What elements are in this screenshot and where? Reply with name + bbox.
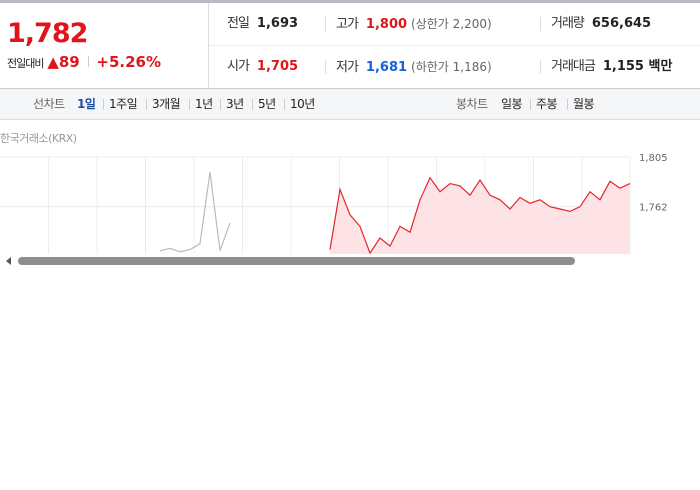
period-tab[interactable]: 1주일 [109, 97, 138, 111]
tab-divider [252, 99, 253, 110]
data-source: 한국거래소(KRX) [0, 132, 77, 145]
summary-value: 1,155 백만 [602, 59, 673, 74]
change-label: 전일대비 [7, 57, 44, 70]
candle-tab[interactable]: 월봉 [573, 97, 595, 111]
candle-tab[interactable]: 일봉 [501, 97, 523, 111]
tab-divider [530, 99, 531, 110]
summary-value: 1,693 [256, 16, 299, 31]
summary-grid: 전일 1,693 고가 1,800 (상한가 2,200) 거래량 656,645 시가 1,7… [209, 3, 700, 89]
summary-note: (상한가 2,200) [411, 17, 492, 31]
change-rate: +5.26% [96, 53, 161, 71]
tab-divider [567, 99, 568, 110]
col-divider [325, 60, 326, 74]
summary-cell: 저가 1,681 (하한가 1,186) [336, 46, 492, 88]
summary-label: 전일 [227, 16, 250, 31]
price-line [329, 176, 631, 254]
period-tab[interactable]: 5년 [258, 97, 276, 111]
tab-divider [189, 99, 190, 110]
scroll-left-arrow[interactable] [6, 257, 11, 265]
divider [87, 56, 89, 67]
tab-divider [103, 99, 104, 110]
summary-cell: 거래량 656,645 [551, 3, 651, 45]
summary-value: 1,681 [365, 60, 408, 75]
tab-divider [146, 99, 147, 110]
tab-divider [220, 99, 221, 110]
summary-cell: 전일 1,693 [227, 3, 298, 45]
col-divider [540, 60, 541, 74]
up-arrow: ▲ [47, 53, 59, 71]
y-tick-label: 1,805 [639, 153, 668, 164]
summary-value: 656,645 [591, 16, 652, 31]
summary-note: (하한가 1,186) [411, 60, 492, 74]
top-border [0, 0, 700, 3]
summary-label: 시가 [227, 59, 250, 74]
period-tab[interactable]: 1일 [77, 97, 96, 111]
change-row: 전일대비 ▲89 +5.26% [7, 53, 161, 71]
summary-cell: 고가 1,800 (상한가 2,200) [336, 3, 492, 45]
summary-cell: 거래대금 1,155 백만 [551, 46, 672, 88]
candle-chart-label: 봉차트 [456, 97, 488, 111]
line-chart-label: 선차트 [33, 97, 65, 111]
summary-cell: 시가 1,705 [227, 46, 298, 88]
quote-box: 1,782 전일대비 ▲89 +5.26% [0, 3, 209, 89]
plot [0, 156, 631, 254]
y-tick-label: 1,762 [639, 203, 668, 214]
period-tab[interactable]: 1년 [195, 97, 213, 111]
current-price: 1,782 [7, 18, 88, 49]
summary-label: 거래대금 [551, 59, 596, 74]
summary-label: 거래량 [551, 16, 585, 31]
summary-value: 1,800 [365, 17, 408, 32]
scrollbar-thumb[interactable] [18, 257, 575, 265]
candle-tab[interactable]: 주봉 [536, 97, 558, 111]
col-divider [540, 17, 541, 31]
row-divider [209, 45, 700, 46]
tab-divider [284, 99, 285, 110]
price-line [159, 171, 231, 253]
summary-label: 저가 [336, 60, 359, 75]
period-tab[interactable]: 3개월 [152, 97, 181, 111]
summary-value: 1,705 [256, 59, 299, 74]
area [330, 177, 630, 254]
period-tab[interactable]: 3년 [226, 97, 244, 111]
summary-label: 고가 [336, 17, 359, 32]
change-value: 89 [58, 53, 80, 71]
period-tab[interactable]: 10년 [290, 97, 315, 111]
col-divider [325, 17, 326, 31]
chart-tabs: 선차트 1일 1주일 3개월 1년 3년 5년 10년 봉차트 일봉 주봉 월봉 [0, 89, 700, 120]
